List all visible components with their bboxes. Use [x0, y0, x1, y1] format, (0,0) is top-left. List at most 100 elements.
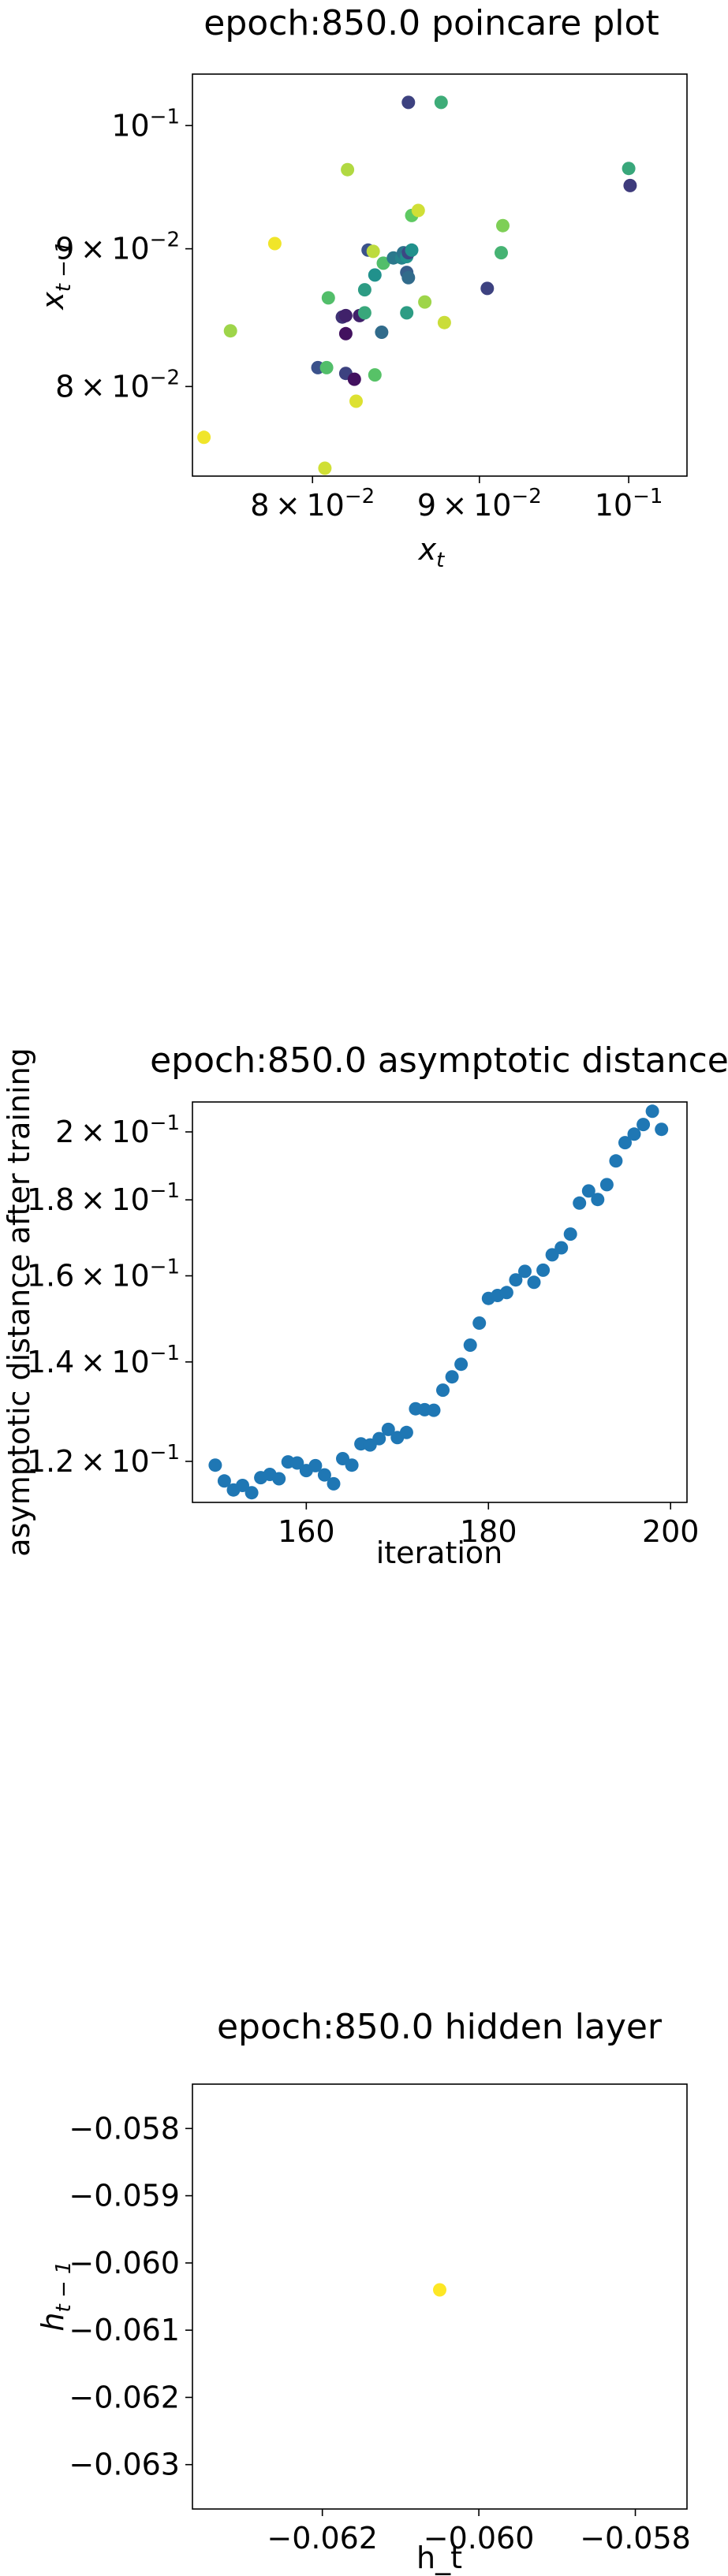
hidden-layer-chart: epoch:850.0 hidden layer −0.062 −0.060 −0.…	[0, 2002, 728, 2576]
poincare-chart: epoch:850.0 poincare plot 8 × 10−2 9 × 10…	[0, 0, 728, 575]
data-point	[349, 394, 363, 408]
x-tick-label: −0.062	[267, 2521, 378, 2556]
data-point	[436, 1383, 450, 1398]
data-point	[480, 281, 495, 296]
data-point	[338, 308, 353, 322]
x-ticks: 8 × 10−2 9 × 10−2 10−1	[250, 476, 663, 523]
data-point	[245, 1486, 259, 1500]
x-axis-label: xt	[418, 532, 446, 572]
data-point	[338, 326, 353, 341]
x-ticks: 160 180 200	[278, 1502, 699, 1549]
data-point	[347, 372, 361, 386]
data-point	[545, 1248, 559, 1262]
y-tick-label: −0.060	[69, 2246, 180, 2280]
data-point	[472, 1316, 487, 1330]
y-ticks: 8 × 10−2 9 × 10−2 10−1	[55, 105, 192, 404]
data-point	[454, 1357, 469, 1372]
y-tick-label: 1.4 × 10−1	[27, 1342, 180, 1379]
data-point	[609, 1154, 623, 1168]
asymptotic-distance-chart: epoch:850.0 asymptotic distance 160 180 20…	[0, 1025, 728, 1624]
y-axis-label: xt − 1	[35, 240, 76, 311]
chart-title: epoch:850.0 asymptotic distance	[150, 1040, 728, 1081]
data-point	[581, 1184, 595, 1198]
data-point	[267, 236, 282, 251]
data-point	[627, 1127, 641, 1141]
data-point	[401, 270, 416, 285]
plot-frame	[192, 73, 688, 477]
x-tick-label: −0.058	[580, 2521, 691, 2556]
x-tick-label: 180	[460, 1514, 517, 1549]
x-ticks: −0.062 −0.060 −0.058	[267, 2509, 691, 2556]
x-tick-label: 9 × 10−2	[417, 485, 542, 523]
data-point	[434, 95, 448, 110]
data-point	[321, 291, 335, 305]
y-axis-label: ht − 1	[35, 2261, 76, 2331]
data-point	[317, 1468, 331, 1482]
data-point	[376, 256, 390, 270]
y-ticks: −0.058 −0.059 −0.060 −0.061 −0.062 −0.063	[69, 2111, 192, 2482]
data-point	[645, 1104, 659, 1119]
x-axis-label: h_t	[416, 2541, 462, 2575]
x-tick-label: 8 × 10−2	[250, 485, 375, 523]
data-point	[400, 306, 414, 320]
y-axis-label: asymptotic distance after training	[2, 1048, 36, 1557]
data-point	[573, 1196, 587, 1210]
data-point	[368, 368, 382, 382]
data-point	[527, 1275, 541, 1290]
chart-title: epoch:850.0 hidden layer	[217, 2007, 663, 2047]
data-point	[236, 1479, 249, 1492]
data-points	[197, 95, 637, 475]
x-tick-label: 10−1	[595, 485, 663, 523]
data-point	[496, 218, 510, 233]
data-points	[208, 1104, 669, 1500]
y-tick-label: 1.6 × 10−1	[27, 1256, 180, 1294]
y-tick-label: 2 × 10−1	[55, 1111, 180, 1149]
data-point	[618, 1136, 632, 1150]
plot-frame	[192, 1101, 688, 1503]
data-point	[518, 1264, 532, 1279]
data-point	[318, 461, 332, 475]
data-point	[381, 1422, 395, 1436]
data-point	[217, 1474, 231, 1488]
y-tick-label: 10−1	[111, 105, 180, 143]
poincare-svg: epoch:850.0 poincare plot 8 × 10−2 9 × 10…	[35, 3, 688, 572]
y-tick-label: 8 × 10−2	[55, 366, 180, 404]
plot-frame	[192, 2083, 688, 2510]
y-ticks: 1.2 × 10−1 1.4 × 10−1 1.6 × 10−1 1.8 × 10−1…	[27, 1111, 192, 1479]
y-tick-label: −0.062	[69, 2380, 180, 2414]
data-point	[223, 324, 237, 338]
y-tick-label: 1.8 × 10−1	[27, 1179, 180, 1217]
x-tick-label: 200	[642, 1514, 700, 1549]
data-point	[357, 306, 371, 320]
y-tick-label: −0.061	[69, 2313, 180, 2347]
data-point	[405, 243, 419, 257]
data-point	[272, 1472, 286, 1486]
data-point	[591, 1193, 605, 1207]
x-tick-label: 160	[278, 1514, 335, 1549]
y-tick-label: −0.063	[69, 2448, 180, 2482]
x-axis-label: iteration	[376, 1536, 503, 1570]
data-points	[433, 2283, 446, 2297]
data-point	[372, 1431, 386, 1446]
x-tick-label: −0.060	[424, 2521, 535, 2556]
data-point	[495, 246, 508, 260]
data-point	[357, 283, 371, 297]
data-point	[433, 2283, 446, 2297]
data-point	[463, 1338, 477, 1352]
data-point	[399, 1425, 413, 1439]
y-tick-label: −0.059	[69, 2179, 180, 2213]
data-point	[208, 1458, 222, 1472]
data-point	[536, 1263, 551, 1277]
data-point	[509, 1273, 523, 1287]
asymptotic-distance-svg: epoch:850.0 asymptotic distance 160 180 20…	[2, 1040, 728, 1570]
data-point	[622, 162, 636, 176]
hidden-layer-svg: epoch:850.0 hidden layer −0.062 −0.060 −0.…	[35, 2007, 691, 2575]
data-point	[319, 360, 334, 374]
data-point	[327, 1476, 341, 1491]
data-point	[437, 315, 451, 329]
y-tick-label: 1.2 × 10−1	[27, 1441, 180, 1479]
y-tick-label: −0.058	[69, 2111, 180, 2146]
data-point	[623, 178, 637, 192]
data-point	[563, 1227, 577, 1241]
data-point	[499, 1286, 513, 1300]
